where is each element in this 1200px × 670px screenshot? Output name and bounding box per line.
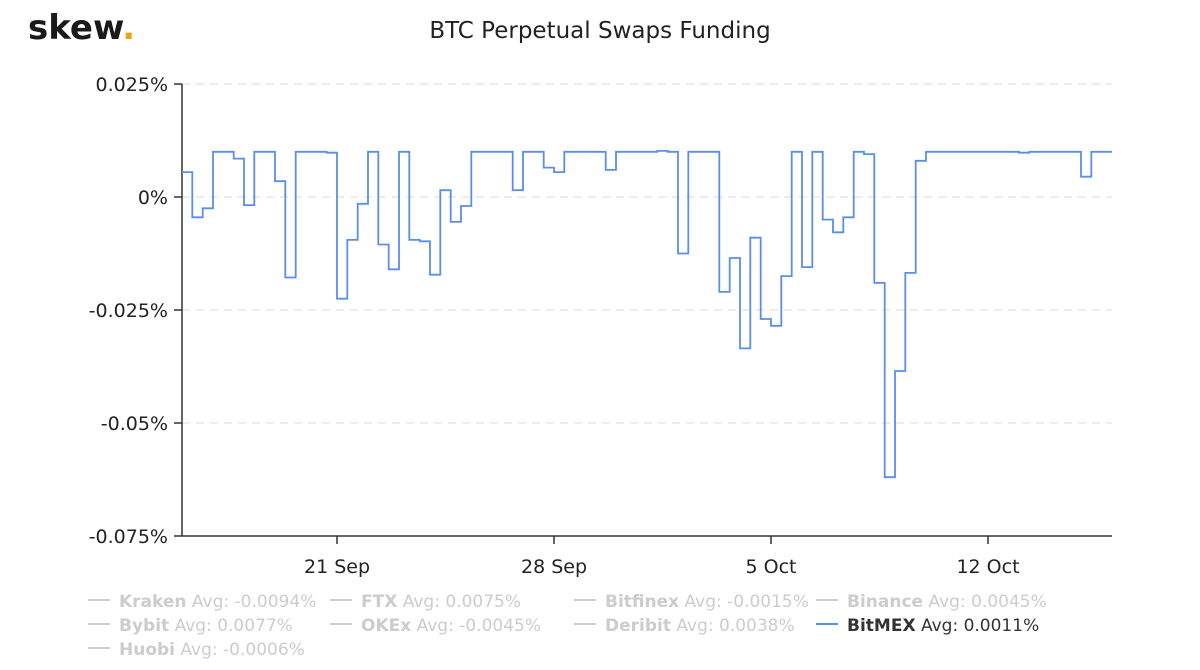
y-tick-label: 0.025% — [96, 74, 168, 96]
legend-swatch — [88, 647, 110, 649]
legend-name: Bybit — [119, 616, 170, 636]
legend-item-bybit[interactable]: Bybit Avg: 0.0077% — [88, 616, 293, 636]
y-tick-label: 0% — [138, 187, 168, 209]
legend-avg: Avg: 0.0077% — [174, 616, 293, 636]
legend-swatch — [574, 623, 596, 625]
legend-item-bitfinex[interactable]: Bitfinex Avg: -0.0015% — [574, 592, 809, 612]
series-lines — [182, 150, 1112, 479]
x-tick-labels: 21 Sep 28 Sep 5 Oct 12 Oct — [304, 556, 1020, 578]
y-tick-label: -0.075% — [89, 526, 168, 548]
x-tick-label: 5 Oct — [746, 556, 797, 578]
skew-logo: skew. — [28, 8, 135, 48]
legend-name: Bitfinex — [605, 592, 680, 612]
legend-item-okex[interactable]: OKEx Avg: -0.0045% — [330, 616, 541, 636]
x-tick-label: 21 Sep — [304, 556, 370, 578]
legend-avg: Avg: -0.0094% — [191, 592, 317, 612]
logo-text: skew — [28, 8, 123, 48]
legend-name: OKEx — [361, 616, 412, 636]
legend-name: Huobi — [119, 640, 176, 660]
legend-swatch — [816, 599, 838, 601]
legend-item-binance[interactable]: Binance Avg: 0.0045% — [816, 592, 1047, 612]
legend-swatch — [574, 599, 596, 601]
legend-name: Deribit — [605, 616, 671, 636]
x-tick-label: 28 Sep — [521, 556, 587, 578]
legend-avg: Avg: -0.0006% — [180, 640, 305, 660]
legend-swatch — [88, 623, 110, 625]
series-line-bitmex[interactable] — [182, 150, 1112, 479]
legend-avg: Avg: 0.0038% — [676, 616, 795, 636]
y-tick-label: -0.05% — [101, 413, 168, 435]
legend-swatch — [816, 623, 838, 625]
legend-name: FTX — [361, 592, 398, 612]
chart-title: BTC Perpetual Swaps Funding — [429, 18, 771, 44]
legend-name: Kraken — [119, 592, 187, 612]
legend-item-huobi[interactable]: Huobi Avg: -0.0006% — [88, 640, 305, 660]
logo-dot: . — [122, 8, 136, 48]
x-tick-label: 12 Oct — [956, 556, 1019, 578]
legend-item-kraken[interactable]: Kraken Avg: -0.0094% — [88, 592, 316, 612]
legend-item-bitmex[interactable]: BitMEX Avg: 0.0011% — [816, 616, 1039, 636]
legend-swatch — [330, 599, 352, 601]
gridlines — [182, 83, 1112, 424]
legend-item-ftx[interactable]: FTX Avg: 0.0075% — [330, 592, 521, 612]
legend-avg: Avg: 0.0075% — [402, 592, 521, 612]
axes — [174, 83, 1112, 544]
y-tick-label: -0.025% — [89, 300, 168, 322]
legend-name: Binance — [847, 592, 924, 612]
legend-swatch — [330, 623, 352, 625]
legend-avg: Avg: -0.0015% — [684, 592, 809, 612]
legend-swatch — [88, 599, 110, 601]
legend-avg: Avg: 0.0045% — [928, 592, 1047, 612]
y-tick-labels: 0.025% 0% -0.025% -0.05% -0.075% — [89, 74, 168, 548]
legend-name: BitMEX — [847, 616, 916, 636]
legend-avg: Avg: -0.0045% — [416, 616, 541, 636]
legend-item-deribit[interactable]: Deribit Avg: 0.0038% — [574, 616, 795, 636]
legend-avg: Avg: 0.0011% — [920, 616, 1040, 636]
funding-chart: 0.025% 0% -0.025% -0.05% -0.075% 21 Sep 28 Se… — [89, 74, 1112, 578]
